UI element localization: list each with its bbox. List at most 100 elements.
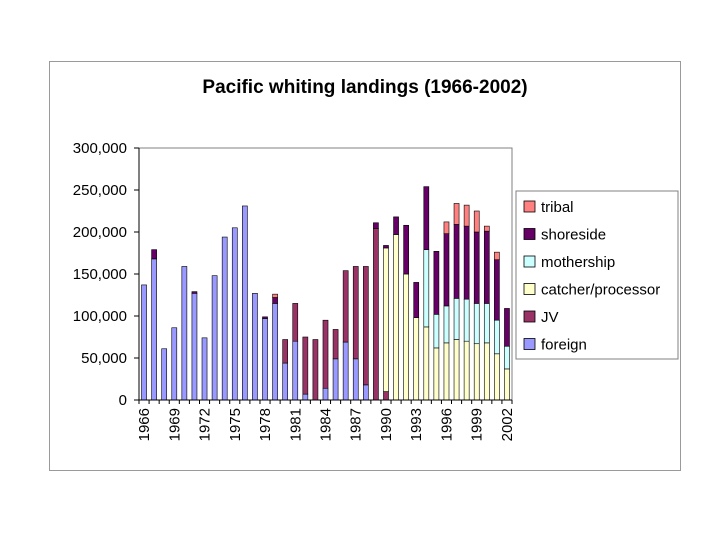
bar-segment-foreign [322, 387, 329, 401]
x-tick-label: 1993 [408, 408, 425, 441]
bar-segment-jv [342, 270, 349, 343]
x-tick-label: 1990 [378, 408, 395, 441]
bar-segment-shoreside [494, 259, 500, 321]
bar-segment-jv [322, 319, 329, 389]
bar-segment-shoreside [443, 233, 450, 307]
bar-segment-foreign [272, 303, 278, 401]
x-tick-label: 1984 [318, 408, 335, 441]
y-tick-label: 0 [119, 392, 127, 409]
legend-label: tribal [541, 199, 574, 216]
x-tick-label: 1981 [287, 408, 304, 441]
bar-segment-foreign [141, 284, 147, 401]
bar-segment-mothership [453, 298, 460, 340]
bar-segment-mothership [423, 249, 430, 328]
bar-segment-jv [282, 339, 288, 364]
bar-segment-catcherprocessor [504, 368, 510, 401]
bar-segment-tribal [272, 293, 278, 298]
bar-segment-jv [383, 391, 389, 401]
bar-segment-foreign [363, 384, 369, 401]
bar-segment-foreign [282, 362, 288, 401]
bar-segment-foreign [262, 318, 268, 401]
legend-label: mothership [541, 254, 615, 271]
bar-segment-catcherprocessor [413, 317, 420, 401]
x-tick-label: 1978 [257, 408, 274, 441]
legend-swatch [523, 228, 536, 240]
bar-segment-shoreside [453, 224, 460, 299]
bar-segment-catcherprocessor [453, 339, 460, 401]
y-tick-label: 200,000 [73, 224, 127, 241]
x-tick-label: 1966 [136, 408, 153, 441]
bar-segment-catcherprocessor [383, 247, 389, 392]
x-tick-label: 2002 [499, 408, 516, 441]
bar-segment-foreign [171, 327, 178, 401]
bar-segment-mothership [494, 319, 500, 355]
y-tick-label: 50,000 [81, 350, 127, 367]
bar-segment-jv [373, 228, 379, 401]
y-tick-label: 250,000 [73, 182, 127, 199]
bar-segment-foreign [252, 293, 258, 401]
bar-segment-mothership [463, 298, 470, 342]
bar-segment-shoreside [393, 216, 399, 235]
legend-swatch [523, 200, 536, 213]
bar-segment-foreign [211, 275, 218, 401]
bar-segment-foreign [242, 205, 248, 401]
legend-swatch [523, 255, 536, 268]
bar-segment-jv [352, 266, 359, 360]
bar-segment-tribal [453, 203, 460, 225]
bar-segment-mothership [433, 314, 440, 349]
legend-label: JV [541, 309, 559, 326]
legend-swatch [523, 338, 536, 350]
bar-segment-shoreside [383, 245, 389, 249]
bar-segment-shoreside [151, 249, 157, 260]
y-tick-label: 300,000 [73, 140, 127, 157]
bar-segment-tribal [443, 221, 450, 234]
legend-box [515, 190, 679, 360]
bar-segment-shoreside [473, 231, 480, 304]
x-tick-label: 1999 [469, 408, 486, 441]
bar-segment-foreign [221, 236, 228, 401]
bar-segment-mothership [443, 305, 450, 344]
legend-swatch [523, 283, 536, 295]
x-tick-label: 1987 [348, 408, 365, 441]
bar-segment-foreign [302, 393, 309, 401]
bar-segment-shoreside [403, 224, 409, 275]
bar-segment-jv [332, 329, 339, 360]
bar-segment-shoreside [373, 222, 379, 229]
plot-area: 0 50,000 100,000 150,000 200,000 250,000 300,0… [73, 140, 516, 441]
bar-segment-tribal [494, 251, 500, 261]
legend-swatch [523, 310, 536, 323]
bar-segment-catcherprocessor [393, 234, 399, 401]
x-tick-label: 1996 [438, 408, 455, 441]
legend-label: catcher/processor [541, 282, 660, 299]
bar-segment-catcherprocessor [473, 343, 480, 401]
bar-segment-shoreside [413, 282, 420, 318]
x-tick-label: 1972 [197, 408, 214, 441]
bar-segment-shoreside [262, 316, 268, 319]
bar-segment-shoreside [191, 291, 198, 294]
bar-segment-foreign [342, 341, 349, 401]
bar-segment-shoreside [433, 251, 440, 315]
bar-segment-catcherprocessor [423, 326, 430, 401]
bar-segment-foreign [332, 358, 339, 401]
bar-segment-foreign [161, 348, 168, 401]
y-tick-label: 150,000 [73, 266, 127, 283]
bar-segment-foreign [292, 340, 299, 401]
bar-segment-jv [363, 266, 369, 386]
bar-segment-mothership [483, 303, 490, 344]
y-tick-label: 100,000 [73, 308, 127, 325]
legend: tribal shoreside mothership catcher/process… [515, 190, 679, 360]
bar-segment-foreign [181, 266, 188, 401]
bar-segment-tribal [483, 225, 490, 232]
bar-segment-foreign [352, 358, 359, 401]
bar-segment-foreign [201, 337, 208, 401]
x-tick-label: 1969 [166, 408, 183, 441]
bar-segment-catcherprocessor [463, 340, 470, 401]
bar-segment-mothership [504, 345, 510, 370]
bar-segment-tribal [473, 210, 480, 233]
bar-segment-shoreside [463, 225, 470, 300]
bar-segment-catcherprocessor [403, 273, 409, 401]
chart-title: Pacific whiting landings (1966-2002) [202, 77, 528, 98]
legend-label: shoreside [541, 227, 606, 244]
bar-segment-shoreside [483, 230, 490, 304]
